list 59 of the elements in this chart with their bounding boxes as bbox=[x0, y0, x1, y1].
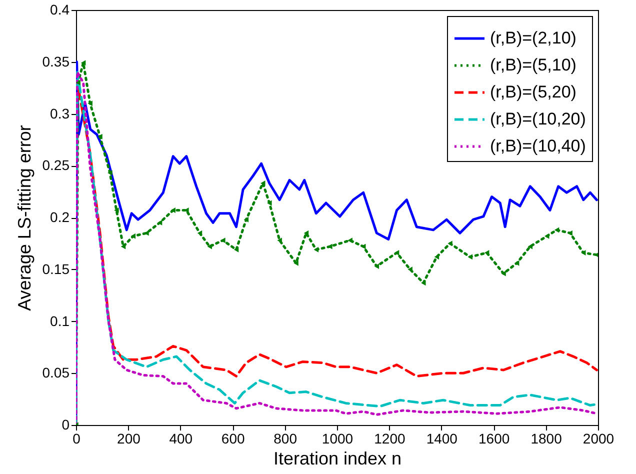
x-tick-label: 1200 bbox=[374, 430, 406, 446]
x-tick-label: 200 bbox=[117, 430, 141, 446]
x-tick-label: 1400 bbox=[426, 430, 458, 446]
point bbox=[468, 254, 472, 260]
point bbox=[207, 244, 212, 250]
point bbox=[244, 216, 249, 222]
point bbox=[267, 200, 272, 206]
x-tick-label: 400 bbox=[169, 430, 193, 446]
y-tick-label: 0.3 bbox=[50, 105, 70, 122]
y-tick-label: 0.4 bbox=[50, 2, 70, 18]
point bbox=[528, 244, 533, 250]
point bbox=[76, 80, 80, 86]
point bbox=[514, 260, 520, 266]
x-axis-title: Iteration index n bbox=[273, 448, 402, 468]
point bbox=[88, 100, 92, 106]
point bbox=[294, 260, 298, 266]
point bbox=[501, 270, 506, 276]
point bbox=[554, 227, 560, 233]
point bbox=[114, 208, 119, 213]
y-tick-label: 0.35 bbox=[42, 53, 70, 70]
y-tick-label: 0.15 bbox=[42, 260, 70, 277]
point bbox=[568, 230, 572, 236]
legend-label: (r,B)=(2,10) bbox=[490, 28, 576, 48]
point bbox=[448, 240, 452, 246]
point bbox=[197, 230, 202, 236]
point bbox=[394, 250, 400, 256]
point bbox=[80, 60, 86, 66]
x-tick-label: 1800 bbox=[530, 430, 562, 446]
x-tick-label: 600 bbox=[221, 430, 245, 446]
y-tick-label: 0.2 bbox=[50, 209, 70, 225]
y-tick-label: 0.1 bbox=[50, 312, 70, 329]
point bbox=[314, 246, 318, 252]
x-tick-label: 1000 bbox=[322, 430, 354, 446]
x-tick-label: 2000 bbox=[582, 430, 614, 446]
legend-label: (r,B)=(10,40) bbox=[490, 136, 586, 156]
y-axis-title: Average LS-fitting error bbox=[14, 125, 34, 311]
point bbox=[348, 238, 352, 244]
point bbox=[260, 180, 266, 186]
point bbox=[421, 280, 426, 286]
legend-label: (r,B)=(5,10) bbox=[490, 56, 576, 74]
point bbox=[374, 264, 380, 269]
point bbox=[220, 238, 226, 244]
legend-label: (r,B)=(5,20) bbox=[490, 82, 576, 102]
y-tick-label: 0.05 bbox=[42, 364, 70, 381]
x-tick-label: 0 bbox=[72, 430, 81, 446]
y-tick-label: 0.25 bbox=[42, 157, 70, 174]
point bbox=[130, 233, 136, 239]
legend-label: (r,B)=(10,20) bbox=[490, 110, 586, 128]
y-tick-label: 0 bbox=[62, 416, 70, 432]
point bbox=[98, 134, 102, 140]
point bbox=[544, 233, 550, 239]
point bbox=[108, 170, 112, 176]
x-tick-label: 1600 bbox=[478, 430, 510, 446]
point bbox=[170, 208, 176, 213]
point bbox=[157, 220, 162, 226]
x-tick-label: 800 bbox=[274, 430, 298, 446]
point bbox=[234, 246, 239, 252]
point bbox=[360, 244, 366, 250]
point bbox=[581, 250, 586, 256]
